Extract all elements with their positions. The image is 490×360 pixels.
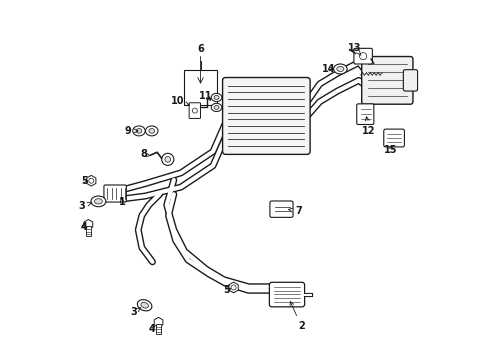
FancyBboxPatch shape (222, 77, 310, 154)
FancyBboxPatch shape (384, 129, 404, 147)
Ellipse shape (337, 67, 344, 72)
Polygon shape (156, 324, 161, 334)
Circle shape (162, 153, 174, 165)
Ellipse shape (334, 64, 347, 74)
Ellipse shape (214, 95, 219, 99)
Circle shape (165, 157, 171, 162)
FancyBboxPatch shape (403, 70, 417, 91)
Text: 3: 3 (79, 201, 91, 211)
Ellipse shape (149, 129, 155, 133)
FancyBboxPatch shape (362, 57, 413, 104)
Ellipse shape (91, 196, 106, 207)
Circle shape (360, 53, 367, 60)
Text: 5: 5 (81, 176, 88, 186)
FancyBboxPatch shape (104, 185, 126, 202)
Polygon shape (86, 226, 91, 236)
Ellipse shape (136, 129, 142, 133)
Text: 4: 4 (81, 222, 88, 232)
Circle shape (89, 178, 94, 183)
Ellipse shape (137, 300, 152, 311)
Text: 8: 8 (140, 149, 150, 159)
Ellipse shape (211, 93, 222, 102)
Text: 6: 6 (197, 44, 204, 54)
FancyBboxPatch shape (357, 104, 374, 125)
Text: 14: 14 (322, 64, 335, 74)
Circle shape (193, 108, 197, 113)
Text: 1: 1 (119, 197, 125, 207)
Ellipse shape (146, 126, 158, 136)
Text: 9: 9 (124, 126, 138, 136)
FancyBboxPatch shape (270, 201, 293, 217)
Text: 10: 10 (171, 96, 190, 106)
Polygon shape (229, 282, 238, 293)
Polygon shape (154, 318, 163, 327)
Ellipse shape (133, 126, 145, 136)
Text: 4: 4 (149, 324, 156, 334)
Text: 11: 11 (199, 91, 213, 102)
Text: 12: 12 (362, 117, 375, 136)
FancyBboxPatch shape (354, 48, 372, 64)
Ellipse shape (214, 105, 219, 109)
Text: 5: 5 (223, 285, 231, 295)
Ellipse shape (95, 199, 102, 204)
Ellipse shape (211, 103, 222, 112)
Text: 2: 2 (290, 302, 305, 331)
FancyBboxPatch shape (189, 103, 200, 118)
Text: 3: 3 (131, 307, 141, 318)
Text: 13: 13 (348, 42, 361, 55)
FancyBboxPatch shape (270, 282, 305, 307)
Bar (184, 70, 218, 105)
Ellipse shape (141, 302, 148, 308)
Circle shape (231, 285, 236, 290)
Polygon shape (84, 220, 93, 229)
Polygon shape (87, 175, 96, 186)
Text: 7: 7 (289, 206, 302, 216)
Text: 15: 15 (384, 145, 398, 155)
